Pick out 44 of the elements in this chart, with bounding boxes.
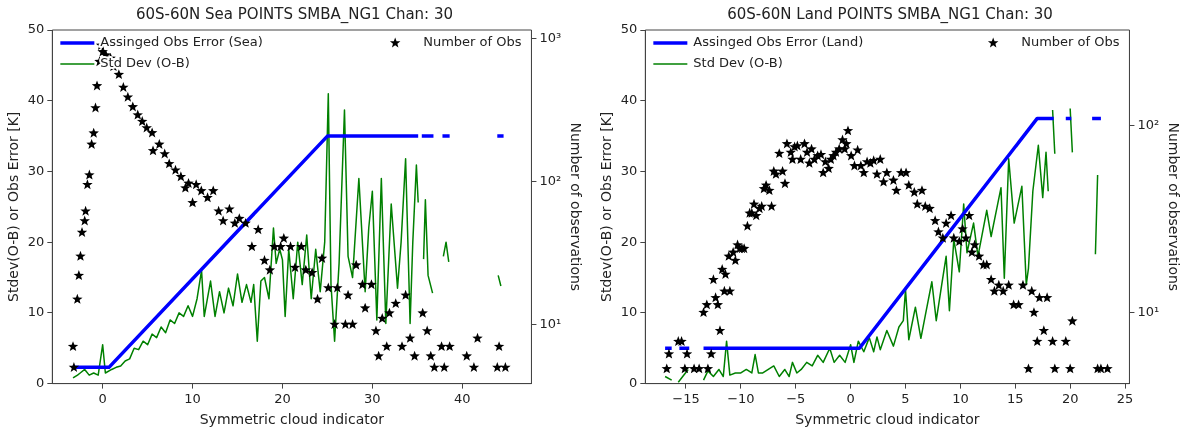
y2-axis-title: Number of observations (567, 122, 584, 292)
x-tick-label: 5 (901, 390, 910, 406)
legend-label: Assinged Obs Error (Land) (693, 34, 864, 50)
x-tick-label: −15 (672, 390, 700, 406)
legend-label: Std Dev (O-B) (693, 55, 783, 71)
x-tick-label: 40 (453, 390, 471, 406)
y-tick-label: 20 (27, 233, 45, 249)
x-tick-label: 20 (274, 390, 291, 406)
y-axis-title: Stdev(O-B) or Obs Error [K] (598, 111, 615, 302)
y-tick-label: 0 (36, 374, 45, 390)
legend-label: Number of Obs (423, 34, 522, 50)
x-tick-label: 20 (1061, 390, 1079, 406)
y2-tick-label: 10² (539, 172, 562, 188)
y2-axis-title: Number of observations (1165, 122, 1182, 292)
x-tick-label: 25 (1116, 390, 1134, 406)
y2-tick-label: 10¹ (539, 315, 562, 331)
y2-tick-label: 10¹ (1137, 304, 1160, 320)
y-tick-label: 30 (27, 162, 45, 178)
y-tick-label: 40 (620, 92, 638, 108)
y-tick-label: 30 (620, 162, 638, 178)
y-axis-title: Stdev(O-B) or Obs Error [K] (5, 111, 22, 302)
x-axis-title: Symmetric cloud indicator (199, 411, 385, 428)
chart-title: 60S-60N Land POINTS SMBA_NG1 Chan: 30 (727, 4, 1053, 24)
y-tick-label: 0 (629, 374, 638, 390)
y-tick-label: 40 (27, 92, 45, 108)
x-axis-title: Symmetric cloud indicator (795, 411, 980, 428)
x-tick-label: 10 (184, 390, 201, 406)
x-tick-label: 0 (98, 390, 107, 406)
x-tick-label: 0 (846, 390, 855, 406)
y-tick-label: 10 (27, 304, 45, 320)
y-tick-label: 50 (620, 21, 638, 37)
legend-label: Number of Obs (1021, 34, 1120, 50)
chart-title: 60S-60N Sea POINTS SMBA_NG1 Chan: 30 (135, 4, 454, 24)
y-tick-label: 50 (27, 21, 45, 37)
x-tick-label: 30 (364, 390, 381, 406)
x-tick-label: −5 (786, 390, 806, 406)
y-tick-label: 20 (620, 233, 638, 249)
legend-label: Assinged Obs Error (Sea) (100, 34, 263, 50)
x-tick-label: 15 (1007, 390, 1024, 406)
y-tick-label: 10 (620, 304, 638, 320)
x-tick-label: 10 (952, 390, 969, 406)
x-tick-label: −10 (727, 390, 755, 406)
y2-tick-label: 10³ (539, 30, 562, 46)
y2-tick-label: 10² (1137, 117, 1160, 133)
